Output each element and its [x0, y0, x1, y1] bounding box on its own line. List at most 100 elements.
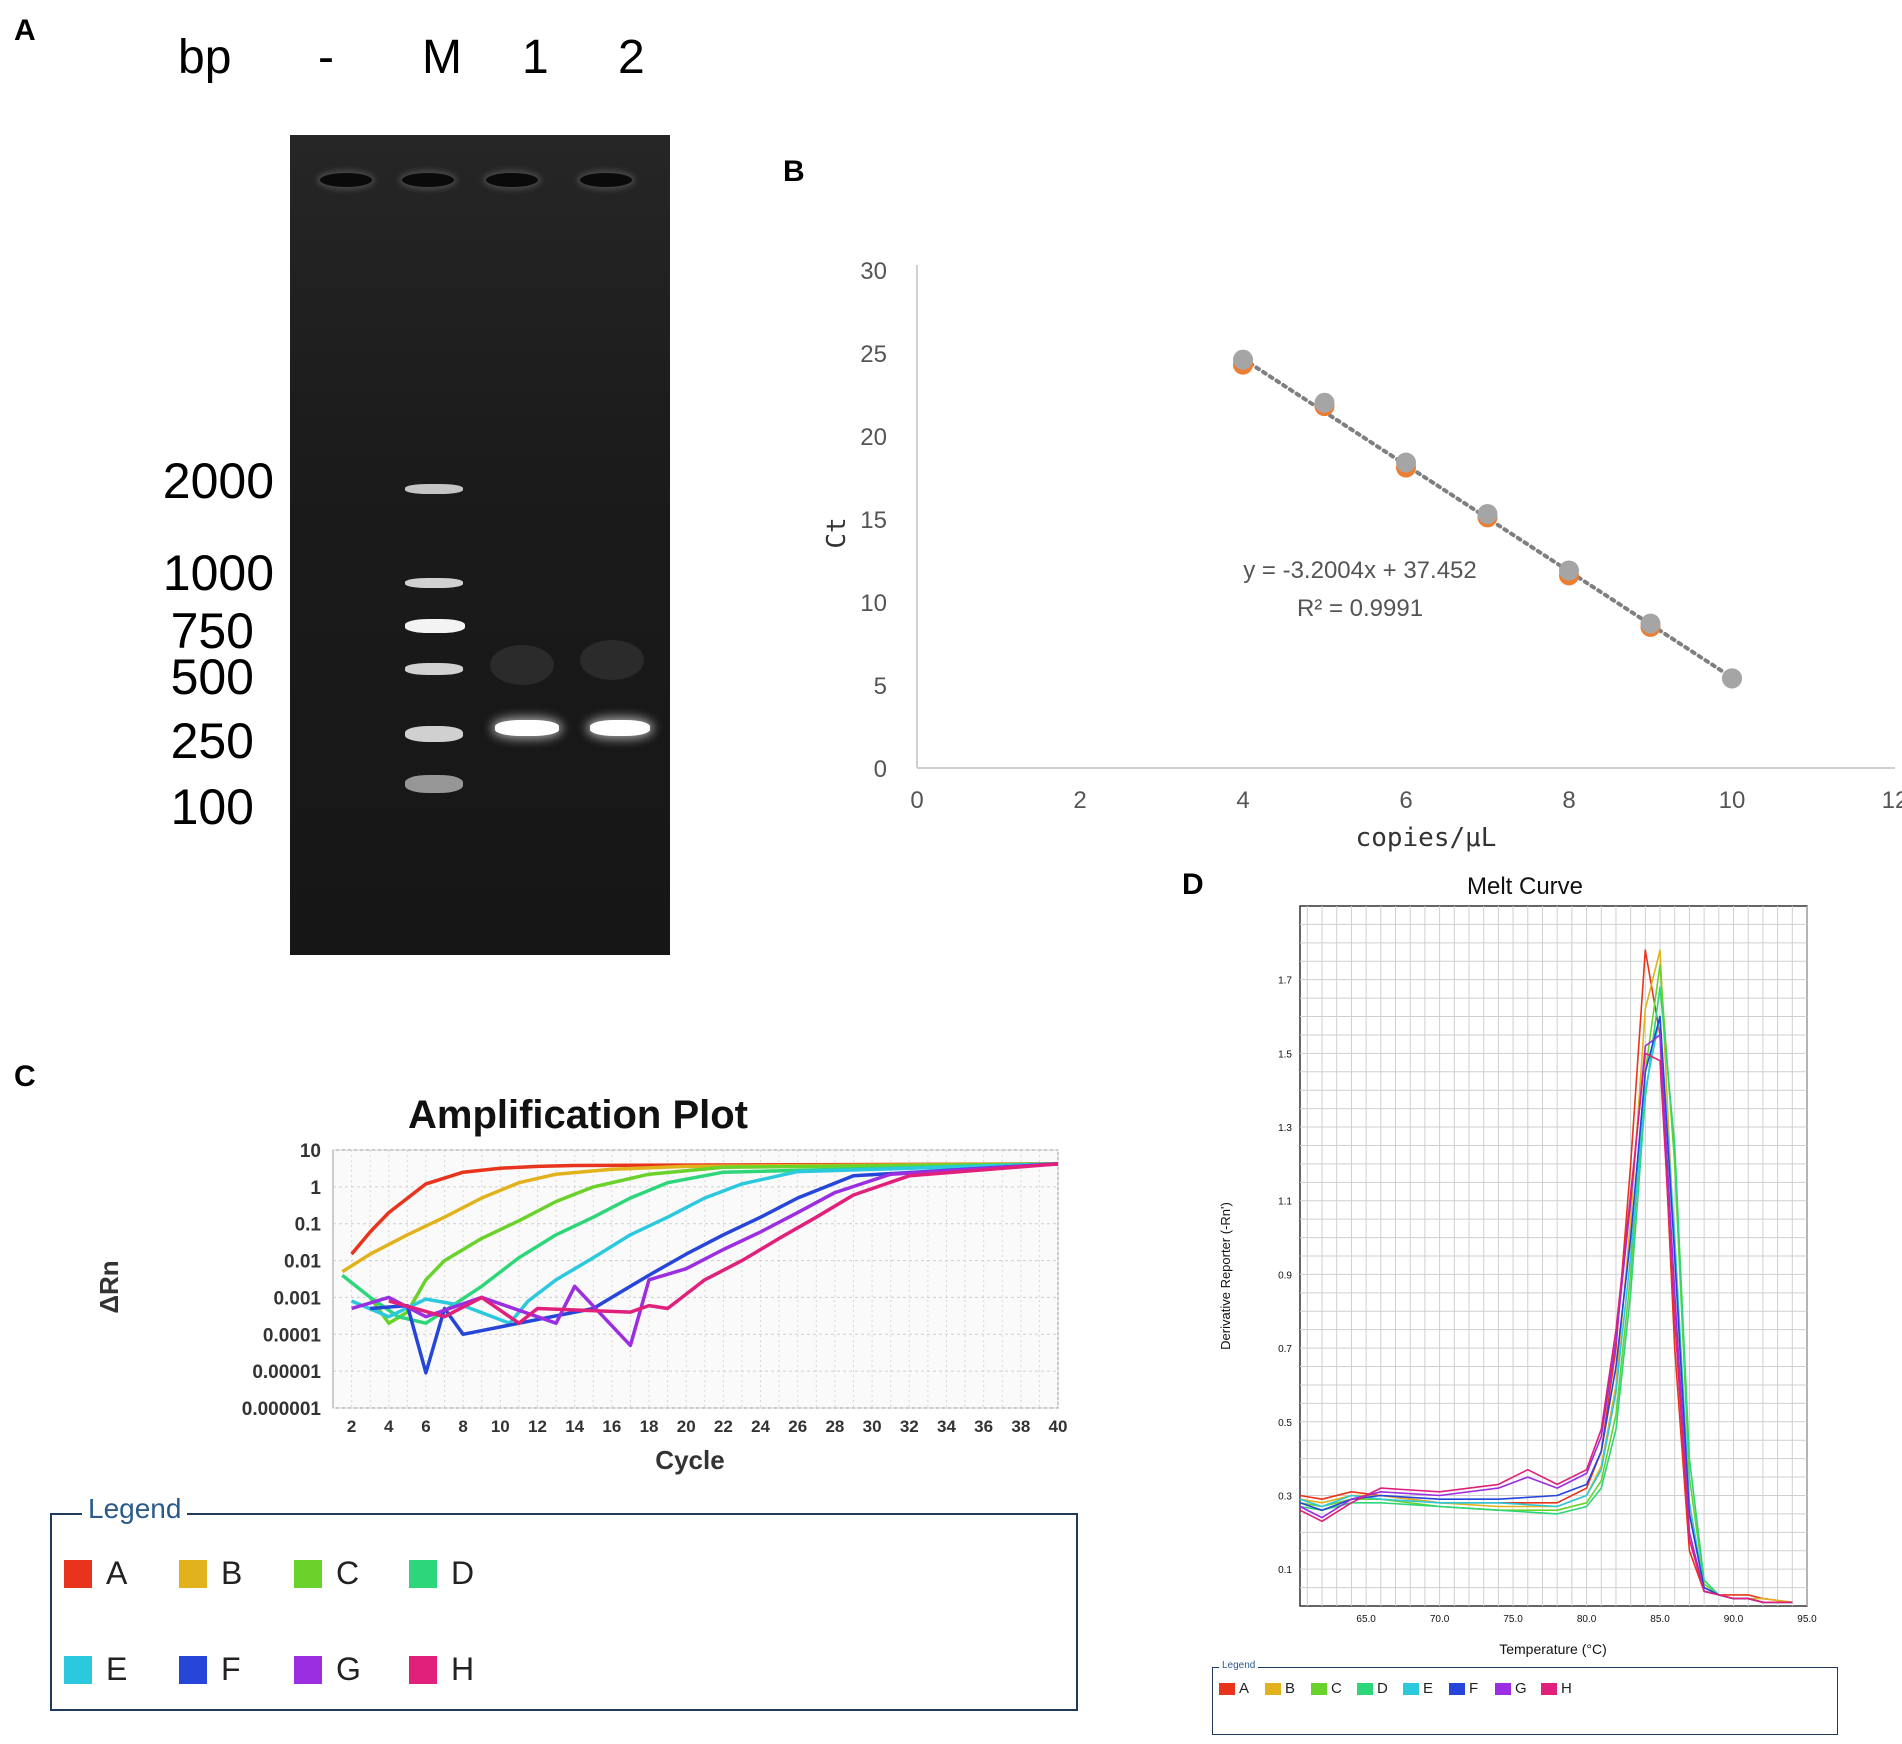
legend-label: E [106, 1651, 128, 1687]
legend-swatch [1495, 1682, 1511, 1695]
x-tick-label: 28 [825, 1417, 844, 1436]
gel-column-bp: bp [178, 31, 232, 84]
y-tick-label: 1.1 [1278, 1197, 1292, 1208]
legend-swatch [409, 1655, 437, 1684]
series-line-h [388, 1162, 1059, 1325]
data-point [1314, 392, 1335, 413]
legend-label: G [1515, 1680, 1527, 1697]
series-line-f [370, 1162, 1059, 1375]
legend-item-d: D [1357, 1680, 1388, 1697]
y-tick-label: 0.000001 [242, 1399, 322, 1420]
y-tick-label: 0.001 [273, 1288, 321, 1309]
y-tick-label: 1.3 [1278, 1123, 1292, 1134]
smear [580, 640, 644, 680]
legend-item-b: B [1265, 1680, 1295, 1697]
panel-label-a: A [14, 14, 36, 47]
legend-label: H [451, 1651, 475, 1687]
legend-swatch [294, 1655, 322, 1684]
x-tick-label: 34 [937, 1417, 956, 1436]
x-tick-label: 36 [974, 1417, 993, 1436]
legend-label: F [1469, 1680, 1479, 1697]
legend-swatch [1357, 1682, 1373, 1695]
x-tick-label: 12 [1882, 787, 1902, 814]
gel-well [580, 173, 632, 187]
gel-well [402, 173, 454, 187]
x-tick-label: 12 [528, 1417, 547, 1436]
legend-label: B [1285, 1680, 1296, 1697]
data-point [1559, 560, 1579, 581]
x-tick-label: 16 [602, 1417, 621, 1436]
y-tick-label: 0.1 [295, 1215, 322, 1236]
melt-legend-title: Legend [1219, 1660, 1259, 1671]
y-tick-label: 1 [310, 1178, 321, 1199]
legend-label: B [221, 1555, 243, 1591]
x-tick-label: 30 [863, 1417, 882, 1436]
gel-column-lane-2: 2 [618, 31, 645, 84]
x-tick-label: 38 [1011, 1417, 1030, 1436]
chart-d-xlabel: Temperature (°C) [1499, 1641, 1607, 1657]
y-tick-label: 5 [874, 673, 887, 700]
y-tick-label: 0.5 [1278, 1418, 1292, 1429]
chart-d-title: Melt Curve [1467, 873, 1583, 900]
chart-b-xlabel: copies/μL [1356, 823, 1497, 853]
series-line-h [1299, 1052, 1793, 1604]
data-point [1722, 668, 1742, 689]
x-tick-label: 26 [788, 1417, 807, 1436]
amplification-legend-title: Legend [82, 1493, 188, 1525]
chart-b-r2: R² = 0.9991 [1297, 595, 1423, 622]
x-tick-label: 10 [1719, 787, 1746, 814]
x-tick-label: 2 [347, 1417, 356, 1436]
x-tick-label: 65.0 [1356, 1614, 1376, 1625]
series-line-e [350, 1162, 1059, 1325]
smear [490, 645, 554, 685]
series-line-b [341, 1162, 1059, 1274]
y-tick-label: 0.7 [1278, 1344, 1292, 1355]
legend-item-g: G [1495, 1680, 1527, 1697]
legend-item-d: D [409, 1555, 474, 1592]
x-tick-label: 6 [421, 1417, 430, 1436]
data-point [1640, 613, 1661, 634]
legend-item-c: C [1311, 1680, 1342, 1697]
ladder-band [405, 775, 463, 793]
x-tick-label: 14 [565, 1417, 584, 1436]
legend-swatch [179, 1559, 207, 1588]
chart-d-ylabel: Derivative Reporter (-Rn') [1218, 1202, 1233, 1350]
data-point [1233, 349, 1253, 370]
legend-swatch [294, 1559, 322, 1588]
legend-label: G [336, 1651, 361, 1687]
legend-label: H [1561, 1680, 1572, 1697]
legend-label: C [1331, 1680, 1342, 1697]
series-line-g [351, 1162, 1059, 1348]
x-tick-label: 4 [384, 1417, 394, 1436]
data-point [1396, 452, 1416, 473]
legend-item-h: H [409, 1651, 474, 1688]
x-tick-label: 20 [677, 1417, 696, 1436]
legend-item-a: A [1219, 1680, 1249, 1697]
legend-swatch [1449, 1682, 1465, 1695]
legend-swatch [64, 1559, 92, 1588]
legend-swatch [1219, 1682, 1235, 1695]
legend-label: A [1239, 1680, 1250, 1697]
chart-c-ylabel: ΔRn [94, 1260, 124, 1313]
legend-swatch [1403, 1682, 1419, 1695]
gel-well [486, 173, 538, 187]
chart-c-xlabel: Cycle [655, 1445, 724, 1475]
x-tick-label: 90.0 [1724, 1614, 1744, 1625]
x-tick-label: 75.0 [1503, 1614, 1523, 1625]
ladder-band [405, 484, 463, 494]
x-tick-label: 0 [910, 787, 923, 814]
legend-swatch [64, 1655, 92, 1684]
x-tick-label: 40 [1049, 1417, 1068, 1436]
y-tick-label: 0.1 [1278, 1565, 1292, 1576]
legend-label: C [336, 1555, 360, 1591]
y-tick-label: 1.7 [1278, 976, 1292, 987]
legend-swatch [1541, 1682, 1557, 1695]
x-tick-label: 22 [714, 1417, 733, 1436]
legend-item-g: G [294, 1651, 361, 1688]
series-line-c [368, 1162, 1059, 1325]
y-tick-label: 0.0001 [263, 1325, 322, 1346]
ladder-band [405, 619, 465, 633]
sample-band-lane-2 [590, 720, 650, 736]
y-tick-label: 1.5 [1278, 1049, 1292, 1060]
legend-swatch [409, 1559, 437, 1588]
